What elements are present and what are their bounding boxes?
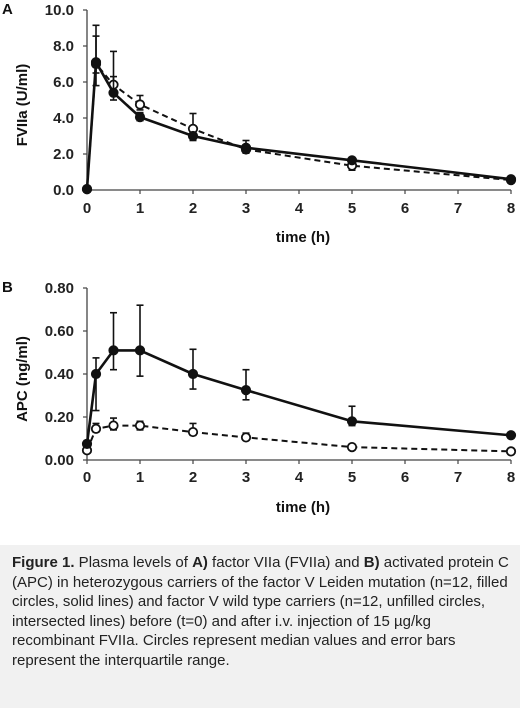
panel-b-x-tick-label: 1 — [136, 469, 144, 486]
panel-b-fvl-point — [346, 416, 358, 427]
panel-b-label: B — [2, 279, 13, 296]
panel-a-x-tick-label: 2 — [189, 200, 197, 217]
panel-b-y-tick-label: 0.00 — [45, 452, 74, 469]
panel-b-x-tick-label: 3 — [242, 469, 250, 486]
panel-b-y-tick-label: 0.60 — [45, 323, 74, 340]
panel-a-x-tick-label: 8 — [507, 200, 515, 217]
panel-b-fvl-line — [85, 349, 512, 445]
caption-label-a: A) — [192, 554, 208, 571]
panel-b-wildtype-point — [505, 446, 517, 457]
caption-part-3: activated protein C (APC) in heterozygou… — [12, 554, 509, 669]
panel-a-y-tick-label: 6.0 — [53, 74, 74, 91]
panel-b-wildtype-line — [86, 424, 512, 453]
panel-b-fvl-point — [108, 345, 119, 356]
panel-b-fvl-point — [505, 430, 517, 441]
panel-b-fvl-point — [187, 368, 199, 380]
panel-b-x-tick-label: 0 — [83, 469, 91, 486]
figure-caption: Figure 1. Plasma levels of A) factor VII… — [0, 545, 520, 708]
panel-a-fvl-point — [108, 87, 119, 98]
caption-part-2: factor VIIa (FVIIa) and — [207, 554, 364, 571]
panel-a-fvl-point — [187, 130, 199, 142]
panel-a-fvl-point — [134, 112, 146, 123]
panel-a-fvl-point — [505, 174, 517, 185]
panel-b-fvl-point — [134, 345, 146, 356]
panel-a-x-tick-label: 5 — [348, 200, 356, 217]
panel-a-fvl-point — [240, 142, 252, 153]
panel-a-y-axis-title: FVIIa (U/ml) — [14, 64, 31, 147]
panel-a-y-tick-label: 0.0 — [53, 182, 74, 199]
panel-a-x-tick-label: 6 — [401, 200, 409, 217]
panel-a-wildtype-point — [134, 99, 146, 110]
panel-a-fvl-point — [81, 184, 93, 195]
panel-a-fvl-point — [90, 57, 102, 68]
panel-b-wildtype-point — [108, 420, 119, 431]
panel-b-y-tick-label: 0.40 — [45, 366, 74, 383]
panel-b-x-tick-label: 7 — [454, 469, 462, 486]
panel-b-y-tick-label: 0.80 — [45, 280, 74, 297]
panel-a-x-tick-label: 1 — [136, 200, 144, 217]
panel-b-x-tick-label: 8 — [507, 469, 515, 486]
panel-b-wildtype-point — [240, 432, 252, 443]
panel-a-label: A — [2, 1, 13, 18]
panel-a-x-tick-label: 0 — [83, 200, 91, 217]
caption-text: Figure 1. Plasma levels of A) factor VII… — [12, 553, 510, 670]
panel-b-wildtype-point — [187, 426, 199, 438]
panel-a-y-tick-label: 10.0 — [45, 2, 74, 19]
panel-a-x-tick-label: 3 — [242, 200, 250, 217]
panel-b-x-tick-label: 2 — [189, 469, 197, 486]
panel-a-x-tick-label: 4 — [295, 200, 304, 217]
panel-a-x-axis-title: time (h) — [276, 229, 330, 246]
panel-b-wildtype-point — [346, 441, 358, 453]
panel-b-x-tick-label: 6 — [401, 469, 409, 486]
caption-label-b: B) — [363, 554, 380, 571]
caption-part-1: Plasma levels of — [74, 554, 193, 571]
panel-b-x-tick-label: 5 — [348, 469, 356, 486]
panel-a-fvl-line — [85, 60, 512, 190]
caption-figure-label: Figure 1. — [12, 554, 75, 571]
panel-a-fvl-point — [346, 155, 358, 166]
panel-a-x-tick-label: 7 — [454, 200, 462, 217]
panel-a-wildtype-line — [86, 63, 512, 190]
panel-b-y-axis-title: APC (ng/ml) — [14, 336, 31, 422]
panel-b-wildtype-point — [90, 423, 102, 434]
panel-a-y-tick-label: 2.0 — [53, 146, 74, 163]
panel-b-wildtype-point — [134, 420, 146, 431]
panel-b-x-tick-label: 4 — [295, 469, 304, 486]
panel-a-y-tick-label: 4.0 — [53, 110, 74, 127]
panel-b-fvl-point — [240, 385, 252, 396]
panel-b-y-tick-label: 0.20 — [45, 409, 74, 426]
panel-b-fvl-point — [90, 368, 102, 380]
panel-b-x-axis-title: time (h) — [276, 499, 330, 516]
panel-a-y-tick-label: 8.0 — [53, 38, 74, 55]
panel-b-fvl-point — [81, 438, 93, 449]
